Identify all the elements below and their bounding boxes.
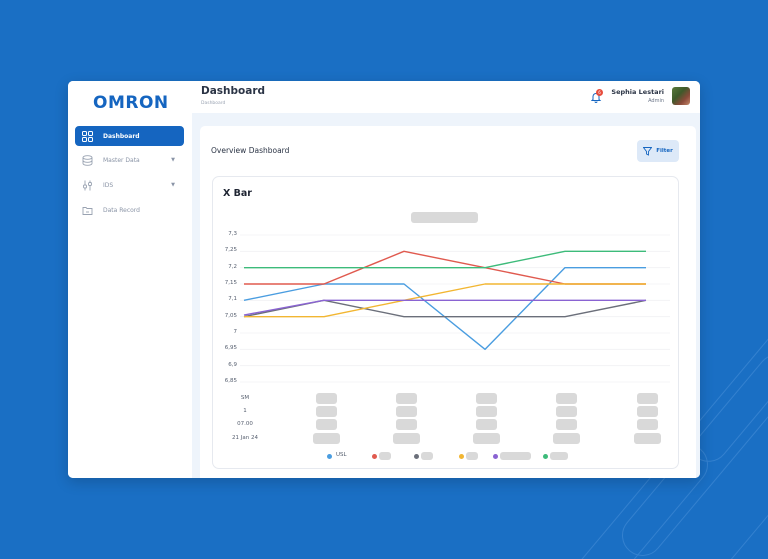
series-line bbox=[243, 266, 646, 351]
grid-icon bbox=[81, 130, 93, 142]
notification-badge: 6 bbox=[596, 89, 603, 96]
database-icon bbox=[81, 154, 93, 166]
y-tick-label: 7,2 bbox=[228, 263, 237, 270]
value-placeholder bbox=[555, 419, 577, 430]
value-placeholder bbox=[392, 433, 420, 444]
legend-dot bbox=[327, 454, 332, 459]
sidebar-item-label: Master Data bbox=[103, 156, 140, 164]
top-bar: Dashboard Dashboard 6 Sephia Lestari Adm… bbox=[192, 81, 700, 113]
filter-button[interactable]: Filter bbox=[637, 140, 679, 162]
app-window: OMRON Dashboard Master Data ▼ bbox=[68, 81, 700, 478]
value-placeholder bbox=[475, 406, 497, 417]
row-label: 21 Jan 24 bbox=[232, 435, 258, 441]
row-label: 1 bbox=[243, 408, 247, 414]
legend-dot bbox=[493, 454, 498, 459]
value-placeholder bbox=[312, 433, 340, 444]
filter-label: Filter bbox=[656, 148, 673, 154]
line-plot bbox=[240, 234, 670, 383]
value-placeholder bbox=[636, 419, 658, 430]
user-role: Admin bbox=[648, 98, 664, 104]
series-line bbox=[244, 283, 646, 318]
value-placeholder bbox=[475, 419, 497, 430]
folder-icon bbox=[81, 204, 93, 216]
y-tick-label: 6,95 bbox=[224, 345, 237, 352]
filter-icon bbox=[643, 146, 653, 156]
value-placeholder bbox=[636, 393, 658, 404]
sidebar-item-ids[interactable]: IDS ▼ bbox=[75, 175, 184, 195]
sidebar-item-label: Data Record bbox=[103, 206, 140, 214]
series-line bbox=[243, 299, 646, 316]
value-placeholder bbox=[315, 419, 337, 430]
legend-dot bbox=[414, 454, 419, 459]
legend-label-placeholder[interactable] bbox=[550, 452, 568, 460]
sidebar-item-label: Dashboard bbox=[103, 132, 140, 140]
value-placeholder bbox=[555, 393, 577, 404]
value-placeholder bbox=[315, 393, 337, 404]
value-placeholder bbox=[315, 406, 337, 417]
y-tick-label: 7,1 bbox=[228, 296, 237, 303]
value-placeholder bbox=[395, 419, 417, 430]
value-placeholder bbox=[636, 406, 658, 417]
page-title: Dashboard bbox=[201, 85, 266, 97]
value-placeholder bbox=[552, 433, 580, 444]
sliders-icon bbox=[81, 179, 93, 191]
value-placeholder bbox=[395, 393, 417, 404]
legend-label-placeholder[interactable] bbox=[500, 452, 531, 460]
sidebar-item-label: IDS bbox=[103, 181, 114, 189]
legend-dot bbox=[459, 454, 464, 459]
sidebar-item-data-record[interactable]: Data Record bbox=[75, 200, 184, 220]
chart-title: X Bar bbox=[223, 188, 252, 199]
sidebar-item-master-data[interactable]: Master Data ▼ bbox=[75, 150, 184, 170]
legend-dot bbox=[543, 454, 548, 459]
y-tick-label: 7 bbox=[233, 329, 238, 335]
chevron-down-icon: ▼ bbox=[171, 157, 175, 163]
y-tick-label: 7,15 bbox=[224, 280, 237, 286]
series-line bbox=[244, 250, 646, 269]
y-tick-label: 7,3 bbox=[228, 231, 237, 237]
value-placeholder bbox=[475, 393, 497, 404]
value-placeholder bbox=[633, 433, 661, 444]
chart-subtitle-placeholder bbox=[411, 212, 478, 223]
chevron-down-icon: ▼ bbox=[171, 182, 175, 188]
legend-label[interactable]: USL bbox=[336, 452, 347, 458]
overview-panel: Overview Dashboard Filter X Bar 7,3 7,25 7… bbox=[200, 126, 696, 478]
xbar-chart-card: X Bar 7,3 7,25 7,2 7,15 7,1 7,05 7 6,95 6,9 6,85 … bbox=[212, 176, 679, 469]
row-label: 07.00 bbox=[237, 421, 253, 427]
breadcrumb[interactable]: Dashboard bbox=[201, 101, 226, 106]
legend-dot bbox=[372, 454, 377, 459]
y-tick-label: 6,9 bbox=[228, 361, 237, 368]
sidebar: OMRON Dashboard Master Data ▼ bbox=[68, 81, 192, 478]
user-name: Sephia Lestari bbox=[611, 88, 664, 96]
y-tick-label: 7,25 bbox=[224, 247, 237, 254]
avatar[interactable] bbox=[672, 87, 690, 105]
y-tick-label: 6,85 bbox=[224, 378, 237, 384]
legend-label-placeholder[interactable] bbox=[466, 452, 478, 460]
row-label: SM bbox=[240, 395, 250, 401]
sidebar-item-dashboard[interactable]: Dashboard bbox=[75, 126, 184, 146]
value-placeholder bbox=[472, 433, 500, 444]
legend-label-placeholder[interactable] bbox=[379, 452, 391, 460]
value-placeholder bbox=[395, 406, 417, 417]
legend-label-placeholder[interactable] bbox=[421, 452, 433, 460]
y-tick-label: 7,05 bbox=[224, 312, 237, 319]
panel-title: Overview Dashboard bbox=[211, 146, 290, 155]
omron-logo: OMRON bbox=[93, 93, 169, 113]
value-placeholder bbox=[555, 406, 577, 417]
series-line bbox=[243, 299, 647, 318]
